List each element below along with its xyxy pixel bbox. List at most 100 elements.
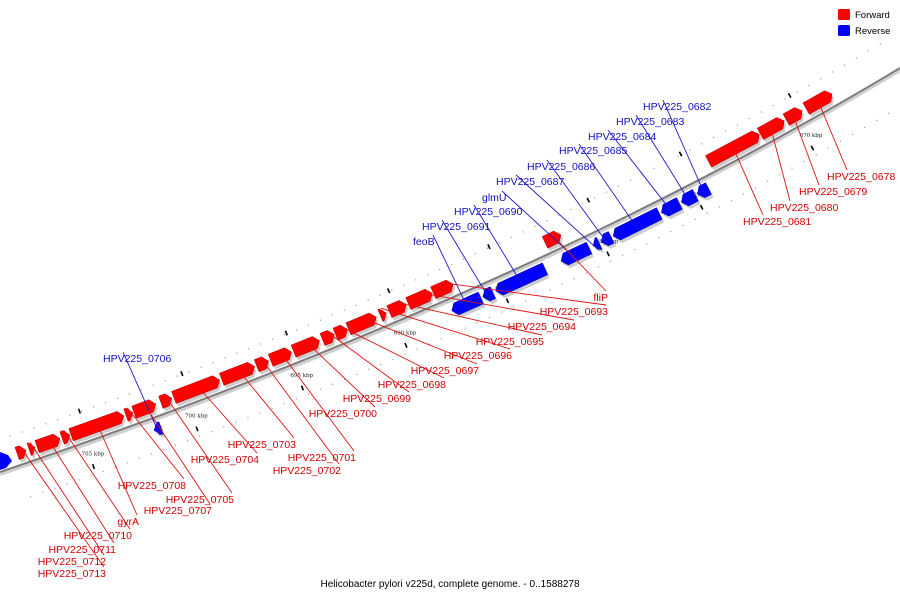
label-hpv225-0707[interactable]: HPV225_0707	[144, 505, 212, 517]
gene-hpv225-0690[interactable]	[495, 262, 549, 296]
gene-hpv225-0705[interactable]	[158, 393, 173, 409]
minor-tick-1-380	[367, 299, 369, 302]
label-hpv225-0690[interactable]: HPV225_0690	[454, 206, 522, 218]
kbp-tick-5	[300, 385, 305, 391]
leader-gyra	[94, 419, 138, 516]
label-glmu[interactable]: glmU	[482, 192, 507, 204]
gene-hpv225-0703[interactable]	[219, 362, 255, 386]
label-hpv225-0710[interactable]: HPV225_0710	[64, 530, 132, 542]
gene-hpv225-0685[interactable]	[612, 207, 663, 241]
gene-hpv225-0695[interactable]	[386, 300, 407, 318]
label-feob[interactable]: feoB	[413, 236, 435, 248]
label-hpv225-0702[interactable]: HPV225_0702	[273, 465, 341, 477]
label-hpv225-0705[interactable]: HPV225_0705	[166, 494, 234, 506]
label-hpv225-0685[interactable]: HPV225_0685	[559, 145, 627, 157]
gene-hpv225-0681[interactable]	[705, 130, 760, 168]
label-hpv225-0682[interactable]: HPV225_0682	[643, 101, 711, 113]
kbp-tick-3	[505, 298, 510, 304]
label-hpv225-0699[interactable]: HPV225_0699	[343, 393, 411, 405]
minor-tick-marks	[9, 43, 890, 498]
leader-feob	[432, 234, 470, 311]
minor-tick-1-248	[236, 352, 238, 355]
label-hpv225-0695[interactable]: HPV225_0695	[476, 336, 544, 348]
minor-tick-1-896	[879, 43, 882, 45]
minor-tick-1-392	[379, 294, 381, 297]
label-hpv225-0694[interactable]: HPV225_0694	[508, 321, 576, 333]
gene-hpv225-0697[interactable]	[345, 312, 377, 336]
label-hpv225-0684[interactable]: HPV225_0684	[588, 131, 656, 143]
kbp-tick-below-1	[678, 151, 683, 157]
leader-hpv225-0704	[194, 382, 258, 454]
label-hpv225-0711[interactable]: HPV225_0711	[48, 544, 116, 556]
gene-hpv225-0683[interactable]	[681, 189, 699, 207]
minor-tick-0-488	[500, 311, 503, 313]
label-hpv225-0686[interactable]: HPV225_0686	[527, 161, 595, 173]
gene-flip[interactable]	[541, 230, 562, 249]
label-hpv225-0697[interactable]: HPV225_0697	[411, 365, 479, 377]
minor-tick-0-548	[561, 283, 563, 286]
label-gyra[interactable]: gyrA	[117, 516, 139, 528]
leader-hpv225-0697	[359, 316, 478, 365]
label-hpv225-0706[interactable]: HPV225_0706	[103, 353, 171, 365]
label-hpv225-0708[interactable]: HPV225_0708	[118, 480, 186, 492]
label-hpv225-0701[interactable]: HPV225_0701	[288, 452, 356, 464]
label-hpv225-0698[interactable]: HPV225_0698	[378, 379, 446, 391]
gene-hpv225-0712[interactable]	[26, 442, 36, 456]
label-hpv225-0687[interactable]: HPV225_0687	[496, 176, 564, 188]
gene-hpv225-0710[interactable]	[59, 430, 71, 445]
gene-hpv225-0701[interactable]	[267, 347, 292, 367]
minor-tick-0-392	[404, 353, 406, 356]
kbp-tick-7	[91, 463, 96, 470]
minor-tick-1-296	[283, 333, 286, 336]
kbp-tick-6	[195, 426, 199, 432]
gene-hpv225-0713[interactable]	[14, 445, 27, 460]
label-hpv225-0678[interactable]: HPV225_0678	[827, 171, 895, 183]
backbone-line	[0, 67, 900, 473]
gene-hpv225-0678[interactable]	[802, 90, 833, 115]
gene-hpv225-0682[interactable]	[697, 182, 712, 198]
gene-gyra[interactable]	[68, 411, 125, 442]
label-hpv225-0703[interactable]: HPV225_0703	[228, 439, 296, 451]
kbp-tick-2	[606, 251, 610, 257]
gene-feob[interactable]	[451, 291, 484, 316]
label-hpv225-0680[interactable]: HPV225_0680	[770, 202, 838, 214]
gene-hpv225-0706[interactable]	[153, 421, 164, 435]
minor-tick-1-308	[295, 328, 298, 331]
label-hpv225-0679[interactable]: HPV225_0679	[799, 186, 867, 198]
minor-tick-0-704	[718, 206, 721, 208]
minor-tick-0-728	[742, 193, 745, 196]
gene-hpv225-0704[interactable]	[171, 375, 220, 404]
minor-tick-0-644	[658, 236, 660, 239]
label-hpv225-0704[interactable]: HPV225_0704	[191, 454, 259, 466]
label-hpv225-0713[interactable]: HPV225_0713	[38, 568, 106, 580]
label-hpv225-0681[interactable]: HPV225_0681	[743, 216, 811, 228]
minor-tick-0-416	[428, 343, 430, 345]
minor-tick-1-236	[224, 357, 226, 359]
gene-hpv225-0686[interactable]	[600, 231, 615, 247]
label-hpv225-0712[interactable]: HPV225_0712	[38, 556, 106, 568]
minor-tick-1-584	[569, 208, 572, 211]
gene-hpv225-0700[interactable]	[290, 336, 320, 358]
label-hpv225-0691[interactable]: HPV225_0691	[422, 221, 490, 233]
kbp-label-5: 695 kbp	[290, 373, 313, 379]
gene-hpv225-0684[interactable]	[661, 197, 683, 217]
gene-hpv225-0707[interactable]	[131, 399, 157, 419]
genome-backbone	[0, 67, 900, 476]
gene-hpv225-0693[interactable]	[430, 279, 454, 300]
label-hpv225-0700[interactable]: HPV225_0700	[309, 408, 377, 420]
gene-glmu[interactable]	[560, 241, 593, 266]
label-hpv225-0693[interactable]: HPV225_0693	[540, 306, 608, 318]
gene-hpv225-0711[interactable]	[34, 433, 61, 454]
label-flip[interactable]: fliP	[593, 292, 608, 304]
label-hpv225-0696[interactable]: HPV225_0696	[444, 350, 512, 362]
gene-hpv225-0696[interactable]	[377, 308, 387, 322]
minor-tick-0-464	[476, 321, 479, 324]
leader-hpv225-0696	[380, 307, 511, 350]
minor-tick-0-824	[839, 140, 842, 143]
label-hpv225-0683[interactable]: HPV225_0683	[616, 116, 684, 128]
minor-tick-1-716	[700, 143, 703, 145]
minor-tick-1-344	[331, 314, 334, 317]
minor-tick-1-728	[712, 136, 715, 139]
gene-hpv225-0679[interactable]	[782, 107, 803, 126]
leader-hpv225-0684	[607, 129, 674, 215]
